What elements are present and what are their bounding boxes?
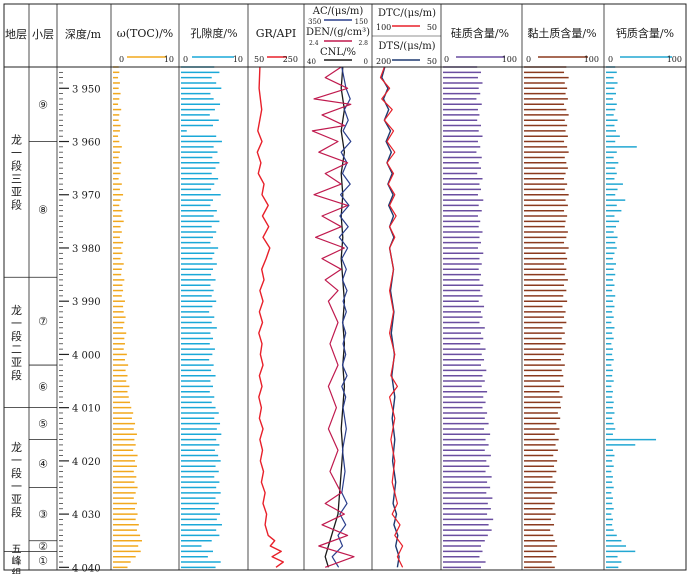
formation-label-char: 组 <box>12 567 22 574</box>
toc-scale-max: 10 <box>164 55 174 64</box>
formation-label-char: 亚 <box>11 186 22 199</box>
depth-tick-label: 3 950 <box>72 84 101 95</box>
sublayer-label: ② <box>38 540 48 553</box>
formation-label-char: 五 <box>12 545 22 556</box>
cnl-scale-min: 40 <box>307 58 316 66</box>
gr-curve <box>256 66 284 568</box>
ac-scale-min: 350 <box>308 18 321 26</box>
clay-scale-min: 0 <box>526 55 531 64</box>
chart-border <box>3 3 687 571</box>
formation-label-char: 龙 <box>11 304 22 317</box>
sublayer-label: ⑥ <box>38 380 48 393</box>
formation-label-char: 二 <box>11 343 22 356</box>
formation-label-char: 段 <box>11 505 22 519</box>
header-clay: 黏土质含量/% <box>527 26 596 40</box>
sublayer-label: ① <box>38 555 48 568</box>
header-cnl: CNL/% <box>320 47 356 58</box>
depth-tick-label: 4 000 <box>72 350 101 361</box>
dtc-scale-min: 100 <box>376 23 391 32</box>
porosity-scale-max: 10 <box>233 55 243 64</box>
calcium-scale-max: 100 <box>667 55 682 64</box>
header-gr: GR/API <box>256 27 296 40</box>
den-scale-min: 2.4 <box>309 40 319 47</box>
sublayer-label: ⑨ <box>38 98 48 111</box>
depth-tick-label: 3 960 <box>72 138 101 149</box>
header-silica: 硅质含量/% <box>451 26 509 40</box>
dts-scale-min: 200 <box>376 57 391 66</box>
silica-scale-min: 0 <box>444 55 449 64</box>
formation-label-char: 龙 <box>11 441 22 454</box>
sublayer-label: ⑤ <box>38 418 48 431</box>
formation-label-char: 峰 <box>12 556 22 568</box>
porosity-scale-min: 0 <box>183 55 188 64</box>
formation-label-char: 三 <box>11 173 22 186</box>
den-curve <box>311 66 355 568</box>
depth-tick-label: 4 030 <box>72 510 101 521</box>
den-scale-max: 2.8 <box>358 40 368 47</box>
formation-label-char: 一 <box>11 317 22 330</box>
formation-label-char: 亚 <box>11 493 22 506</box>
toc-scale-min: 0 <box>119 55 124 64</box>
sublayer-label: ④ <box>38 458 48 471</box>
header-ac: AC/(μs/m) <box>312 6 364 17</box>
formation-label-char: 一 <box>11 147 22 160</box>
depth-tick-label: 4 040 <box>72 563 101 574</box>
formation-label-char: 段 <box>11 329 22 343</box>
formation-label-char: 龙 <box>11 134 22 147</box>
sublayer-label: ⑦ <box>38 315 48 328</box>
header-dts: DTS/(μs/m) <box>378 41 435 52</box>
depth-tick-label: 3 990 <box>72 297 101 308</box>
clay-scale-max: 100 <box>584 55 599 64</box>
formation-label-char: 段 <box>11 159 22 173</box>
formation-label-char: 段 <box>11 466 22 480</box>
header-formation: 地层 <box>5 28 27 41</box>
depth-tick-label: 4 010 <box>72 404 101 415</box>
header-sublayer: 小层 <box>32 28 54 41</box>
cnl-scale-max: 0 <box>364 58 368 66</box>
formation-label-char: 亚 <box>11 356 22 369</box>
gr-scale-min: 50 <box>254 55 264 64</box>
header-toc: ω(TOC)/% <box>117 27 173 40</box>
formation-label-char: 段 <box>11 368 22 382</box>
formation-label-char: 一 <box>11 454 22 467</box>
header-den: DEN/(g/cm³) <box>306 27 370 38</box>
depth-tick-label: 4 020 <box>72 457 101 468</box>
header-dtc: DTC/(μs/m) <box>378 8 436 19</box>
gr-scale-max: 250 <box>283 55 298 64</box>
header-porosity: 孔隙度/% <box>190 26 237 40</box>
dts-curve <box>381 66 400 568</box>
ac-scale-max: 150 <box>355 18 368 26</box>
formation-label-char: 段 <box>11 198 22 212</box>
depth-tick-label: 3 980 <box>72 244 101 255</box>
sublayer-label: ⑧ <box>38 203 48 216</box>
plot-layer <box>113 66 657 569</box>
silica-scale-max: 100 <box>502 55 517 64</box>
formation-label-char: 一 <box>11 480 22 493</box>
depth-tick-label: 3 970 <box>72 191 101 202</box>
dtc-scale-max: 50 <box>427 23 437 32</box>
dtc-curve <box>379 66 404 568</box>
calcium-scale-min: 0 <box>608 55 613 64</box>
header-depth: 深度/m <box>65 27 102 41</box>
sublayer-label: ③ <box>38 508 48 521</box>
header-calcium: 钙质含量/% <box>616 26 674 40</box>
dts-scale-max: 50 <box>427 57 437 66</box>
header-layer: 地层 小层 深度/m ω(TOC)/% 0 10 孔隙度/% 0 10 GR/A… <box>5 6 682 66</box>
